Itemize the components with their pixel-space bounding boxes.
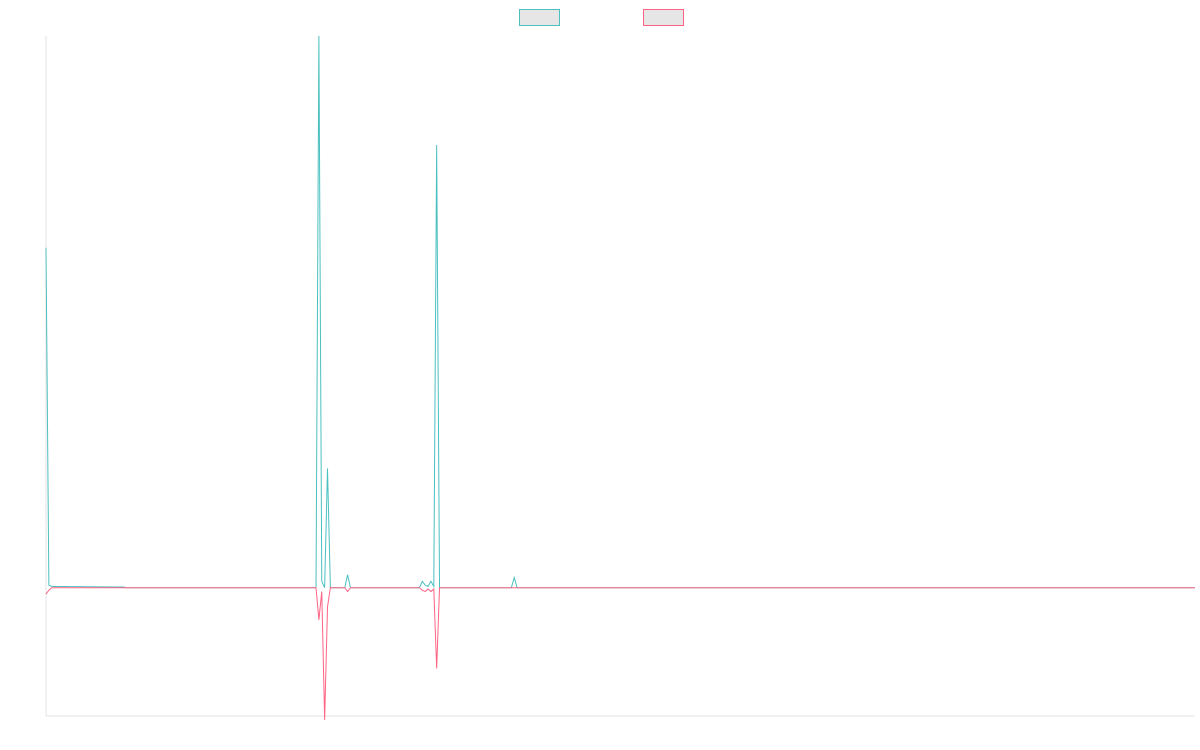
series-group: [45, 35, 1195, 720]
axes: [45, 36, 1195, 717]
series-line-2: [45, 587, 1195, 720]
legend: [519, 9, 684, 26]
series-line-1: [45, 35, 1195, 589]
legend-swatch-2: [643, 9, 684, 26]
legend-swatch-1: [519, 9, 560, 26]
